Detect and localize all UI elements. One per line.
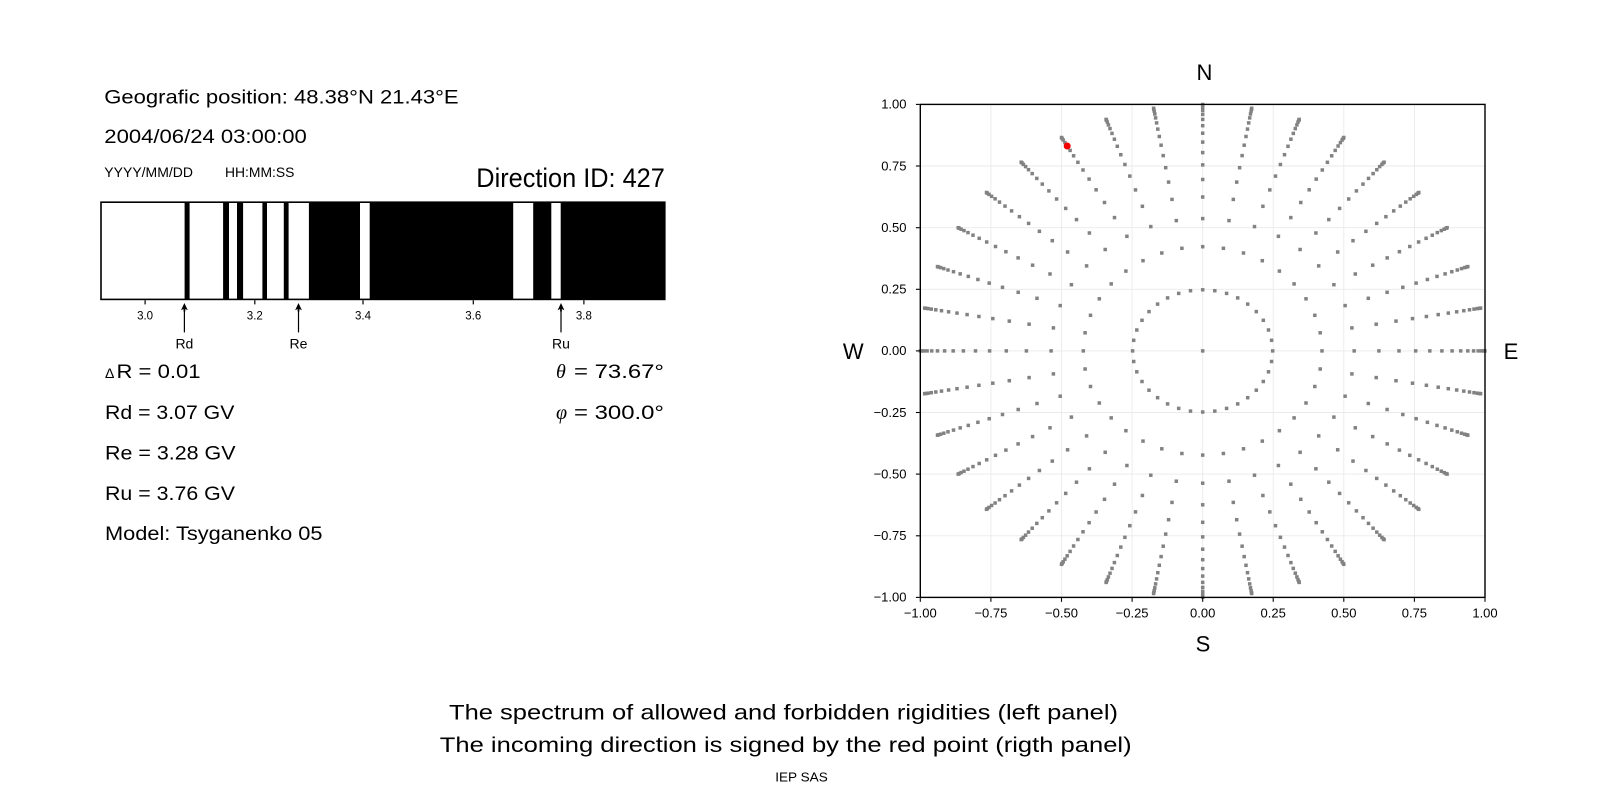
svg-text:−1.00: −1.00 — [874, 590, 907, 605]
svg-text:Geografic position: 48.38°N 21: Geografic position: 48.38°N 21.43°E — [104, 87, 458, 108]
svg-text:φ: φ — [556, 402, 567, 424]
svg-text:S: S — [1196, 631, 1211, 656]
svg-text:= 300.0°: = 300.0° — [574, 402, 664, 424]
svg-text:3.6: 3.6 — [465, 311, 481, 323]
svg-text:−0.75: −0.75 — [974, 605, 1007, 620]
svg-text:E: E — [1504, 339, 1519, 364]
svg-text:1.00: 1.00 — [1472, 605, 1497, 620]
svg-text:Direction ID: 427: Direction ID: 427 — [476, 163, 665, 193]
svg-text:0.00: 0.00 — [1190, 605, 1215, 620]
svg-text:0.50: 0.50 — [1331, 605, 1356, 620]
svg-text:YYYY/MM/DD: YYYY/MM/DD — [104, 165, 193, 180]
svg-text:3.4: 3.4 — [355, 311, 372, 323]
svg-text:Ru: Ru — [552, 336, 570, 352]
svg-text:3.2: 3.2 — [247, 311, 263, 323]
svg-text:0.75: 0.75 — [881, 158, 906, 173]
svg-text:= 73.67°: = 73.67° — [574, 361, 664, 383]
svg-text:The spectrum of allowed and fo: The spectrum of allowed and forbidden ri… — [449, 700, 1118, 724]
svg-text:HH:MM:SS: HH:MM:SS — [225, 165, 294, 180]
svg-text:0.25: 0.25 — [881, 282, 906, 297]
svg-text:Re: Re — [290, 336, 308, 352]
svg-text:3.0: 3.0 — [137, 311, 153, 323]
svg-text:0.75: 0.75 — [1402, 605, 1427, 620]
svg-text:−0.25: −0.25 — [874, 405, 907, 420]
svg-text:Model: Tsyganenko 05: Model: Tsyganenko 05 — [105, 523, 323, 545]
svg-text:W: W — [843, 339, 864, 364]
svg-text:The incoming direction is sign: The incoming direction is signed by the … — [440, 733, 1132, 757]
svg-text:N: N — [1197, 60, 1213, 85]
svg-text:2004/06/24 03:00:00: 2004/06/24 03:00:00 — [104, 127, 306, 148]
svg-text:0.25: 0.25 — [1261, 605, 1286, 620]
svg-text:Δ: Δ — [105, 365, 114, 381]
svg-text:−0.25: −0.25 — [1116, 605, 1149, 620]
svg-text:−0.50: −0.50 — [1045, 605, 1078, 620]
svg-text:1.00: 1.00 — [881, 97, 906, 112]
svg-text:3.8: 3.8 — [576, 311, 592, 323]
svg-text:−0.50: −0.50 — [874, 466, 907, 481]
svg-text:Ru = 3.76 GV: Ru = 3.76 GV — [105, 483, 235, 505]
svg-text:Re = 3.28 GV: Re = 3.28 GV — [105, 442, 236, 464]
svg-text:θ: θ — [556, 361, 566, 383]
svg-text:Rd = 3.07 GV: Rd = 3.07 GV — [105, 402, 234, 424]
svg-text:−0.75: −0.75 — [874, 528, 907, 543]
svg-text:0.00: 0.00 — [881, 343, 906, 358]
svg-text:0.50: 0.50 — [881, 220, 906, 235]
svg-text:IEP SAS: IEP SAS — [775, 769, 828, 784]
svg-text:−1.00: −1.00 — [904, 605, 937, 620]
svg-text:R = 0.01: R = 0.01 — [117, 361, 201, 383]
svg-text:Rd: Rd — [175, 336, 193, 352]
